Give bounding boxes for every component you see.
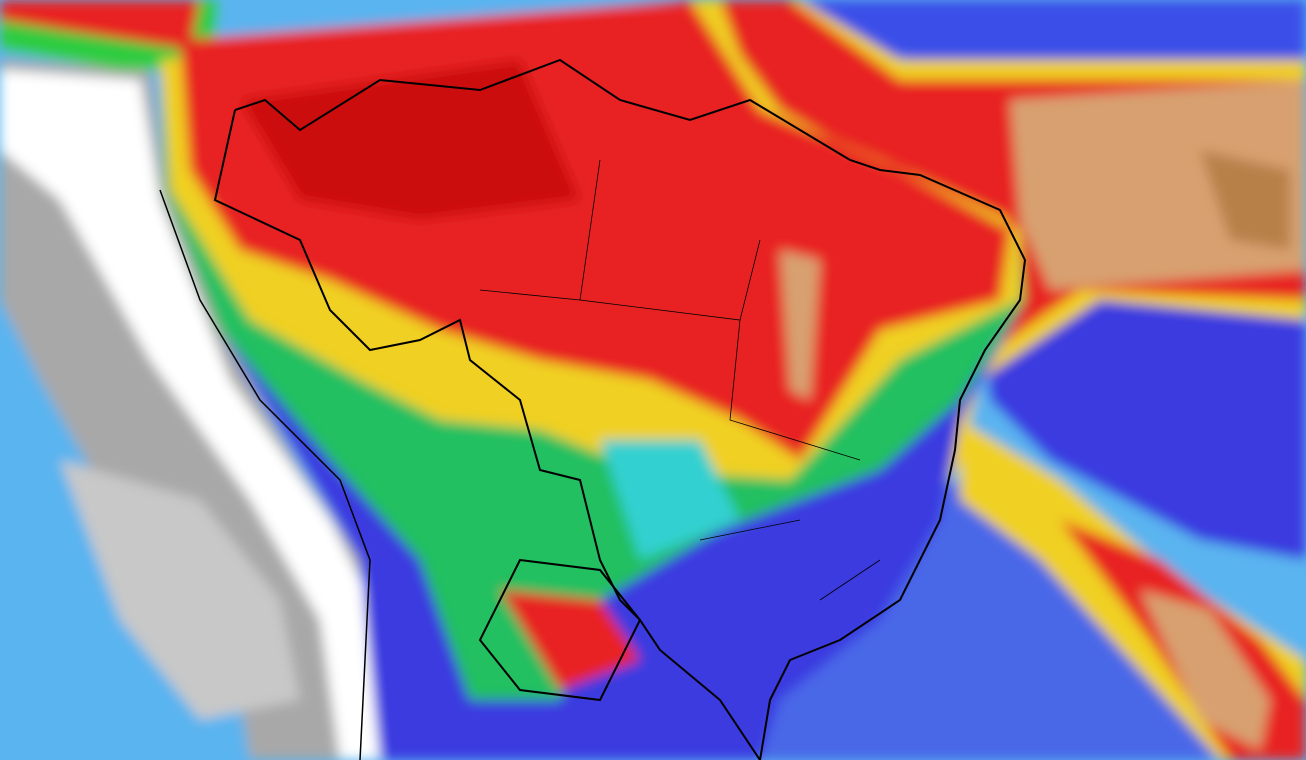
- land-cyan: [600, 440, 740, 560]
- land-dark-red: [240, 60, 580, 220]
- atlantic-blue-east: [980, 290, 1306, 560]
- boundaries: [159, 58, 1027, 760]
- brazil-coast: [234, 58, 1027, 760]
- andes-coast: [159, 189, 371, 760]
- pacific-white: [0, 70, 380, 760]
- land-tan: [780, 250, 820, 400]
- paraguay-red: [500, 590, 640, 690]
- pacific-gray-2: [60, 460, 300, 720]
- state-borders: [479, 159, 881, 601]
- atlantic-brown: [1200, 150, 1290, 250]
- paraguay-border: [478, 558, 642, 702]
- brazil-west-border: [213, 109, 761, 760]
- band-red: [0, 0, 200, 50]
- swirl-tan: [1140, 590, 1270, 750]
